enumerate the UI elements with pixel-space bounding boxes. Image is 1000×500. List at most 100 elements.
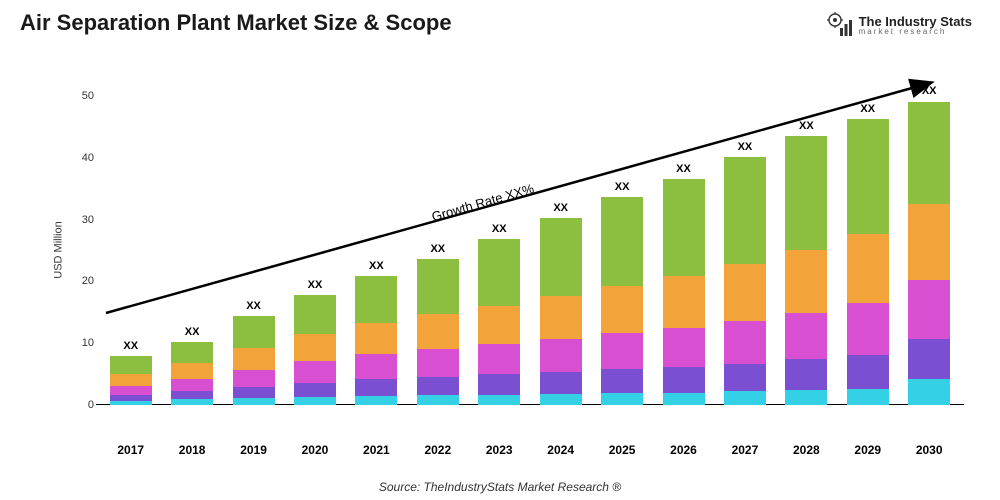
x-tick-label: 2018 xyxy=(162,443,223,457)
bar-value-label: XX xyxy=(369,260,384,272)
x-tick-label: 2030 xyxy=(899,443,960,457)
bar-segment xyxy=(908,379,950,405)
bar-segment xyxy=(171,379,213,391)
bar-column: XX xyxy=(837,119,898,405)
bar-value-label: XX xyxy=(492,223,507,235)
bar-segment xyxy=(847,389,889,405)
bar-column: XX xyxy=(592,197,653,405)
bar-segment xyxy=(724,364,766,392)
x-tick-label: 2022 xyxy=(407,443,468,457)
bar-segment xyxy=(355,323,397,355)
bar-segment xyxy=(478,306,520,345)
bar-value-label: XX xyxy=(430,243,445,255)
bar-segment xyxy=(663,328,705,367)
bar-segment xyxy=(294,295,336,334)
bar-segment xyxy=(110,374,152,386)
logo-line1: The Industry Stats xyxy=(859,15,972,28)
source-attribution: Source: TheIndustryStats Market Research… xyxy=(0,480,1000,494)
bar-segment xyxy=(417,349,459,376)
x-tick-label: 2028 xyxy=(776,443,837,457)
x-tick-label: 2017 xyxy=(100,443,161,457)
bar-column: XX xyxy=(223,316,284,405)
bar-stack xyxy=(847,119,889,405)
bar-segment xyxy=(355,276,397,322)
bar-column: XX xyxy=(469,239,530,405)
y-tick: 50 xyxy=(82,90,94,102)
bar-segment xyxy=(908,204,950,281)
y-tick: 10 xyxy=(82,337,94,349)
y-tick: 30 xyxy=(82,214,94,226)
bar-segment xyxy=(601,333,643,369)
bar-stack xyxy=(478,239,520,405)
bar-segment xyxy=(540,296,582,339)
x-tick-label: 2027 xyxy=(714,443,775,457)
bar-segment xyxy=(663,367,705,393)
bar-segment xyxy=(233,387,275,398)
bar-segment xyxy=(171,399,213,405)
bar-segment xyxy=(601,286,643,334)
bar-value-label: XX xyxy=(185,326,200,338)
bar-segment xyxy=(724,321,766,364)
bar-stack xyxy=(110,356,152,405)
bar-segment xyxy=(847,355,889,389)
bar-segment xyxy=(355,396,397,405)
bar-segment xyxy=(233,398,275,405)
bar-segment xyxy=(724,157,766,265)
bar-value-label: XX xyxy=(799,120,814,132)
bar-segment xyxy=(785,359,827,390)
bar-value-label: XX xyxy=(676,163,691,175)
y-tick: 20 xyxy=(82,275,94,287)
bar-segment xyxy=(601,369,643,393)
bar-segment xyxy=(417,314,459,349)
plot-area: Growth Rate XX% XXXXXXXXXXXXXXXXXXXXXXXX… xyxy=(100,65,960,405)
bar-segment xyxy=(847,303,889,355)
bar-column: XX xyxy=(776,136,837,405)
bar-value-label: XX xyxy=(615,181,630,193)
bar-segment xyxy=(540,394,582,405)
bar-segment xyxy=(785,250,827,313)
bar-value-label: XX xyxy=(308,279,323,291)
bar-segment xyxy=(171,391,213,399)
x-tick-label: 2025 xyxy=(592,443,653,457)
bar-segment xyxy=(478,239,520,306)
bar-segment xyxy=(663,276,705,328)
bar-value-label: XX xyxy=(553,202,568,214)
bar-value-label: XX xyxy=(860,103,875,115)
bar-column: XX xyxy=(653,179,714,405)
bar-segment xyxy=(417,395,459,405)
bar-segment xyxy=(233,348,275,370)
chart-container: Air Separation Plant Market Size & Scope… xyxy=(0,0,1000,500)
bar-segment xyxy=(724,264,766,321)
x-tick-label: 2024 xyxy=(530,443,591,457)
bar-value-label: XX xyxy=(738,141,753,153)
bar-segment xyxy=(478,395,520,406)
y-axis-ticks: 01020304050 xyxy=(60,65,100,405)
bar-segment xyxy=(233,370,275,387)
bar-segment xyxy=(908,339,950,379)
bar-value-label: XX xyxy=(922,85,937,97)
bar-segment xyxy=(663,179,705,276)
bar-segment xyxy=(908,102,950,204)
x-tick-label: 2029 xyxy=(837,443,898,457)
x-tick-label: 2026 xyxy=(653,443,714,457)
x-tick-label: 2021 xyxy=(346,443,407,457)
x-tick-label: 2023 xyxy=(469,443,530,457)
bar-column: XX xyxy=(530,218,591,405)
bar-stack xyxy=(785,136,827,405)
bar-segment xyxy=(233,316,275,348)
bar-segment xyxy=(540,372,582,394)
bar-column: XX xyxy=(346,276,407,405)
x-axis-labels: 2017201820192020202120222023202420252026… xyxy=(100,443,960,457)
x-tick-label: 2019 xyxy=(223,443,284,457)
bar-segment xyxy=(540,339,582,372)
x-tick-label: 2020 xyxy=(284,443,345,457)
bar-segment xyxy=(171,363,213,379)
bar-stack xyxy=(724,157,766,405)
bar-stack xyxy=(171,342,213,405)
bar-column: XX xyxy=(284,295,345,405)
logo-line2: market research xyxy=(859,28,972,36)
bar-segment xyxy=(724,391,766,405)
bar-value-label: XX xyxy=(246,300,261,312)
bar-segment xyxy=(294,361,336,383)
bar-stack xyxy=(294,295,336,405)
